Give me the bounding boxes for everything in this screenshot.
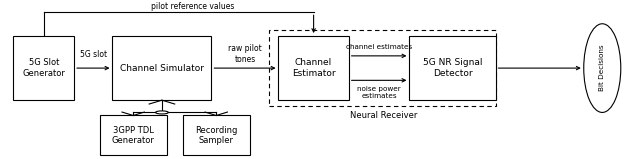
- Ellipse shape: [584, 24, 621, 112]
- Text: raw pilot: raw pilot: [228, 44, 262, 53]
- Text: tones: tones: [234, 55, 255, 63]
- FancyBboxPatch shape: [13, 36, 74, 100]
- Text: pilot reference values: pilot reference values: [150, 2, 234, 11]
- Text: Channel Simulator: Channel Simulator: [120, 64, 204, 73]
- Text: channel estimates: channel estimates: [346, 44, 412, 50]
- FancyBboxPatch shape: [182, 115, 250, 155]
- Text: Bit Decisions: Bit Decisions: [599, 45, 605, 91]
- Text: 5G NR Signal
Detector: 5G NR Signal Detector: [423, 58, 483, 78]
- FancyBboxPatch shape: [410, 36, 495, 100]
- FancyBboxPatch shape: [113, 36, 211, 100]
- Text: Channel
Estimator: Channel Estimator: [292, 58, 335, 78]
- Circle shape: [156, 111, 168, 114]
- Text: Recording
Sampler: Recording Sampler: [195, 126, 237, 145]
- Text: 3GPP TDL
Generator: 3GPP TDL Generator: [112, 126, 155, 145]
- FancyBboxPatch shape: [100, 115, 167, 155]
- Text: Neural Receiver: Neural Receiver: [350, 111, 417, 120]
- Text: noise power
estimates: noise power estimates: [357, 86, 401, 99]
- FancyBboxPatch shape: [278, 36, 349, 100]
- Text: 5G Slot
Generator: 5G Slot Generator: [22, 58, 65, 78]
- Text: 5G slot: 5G slot: [80, 50, 107, 59]
